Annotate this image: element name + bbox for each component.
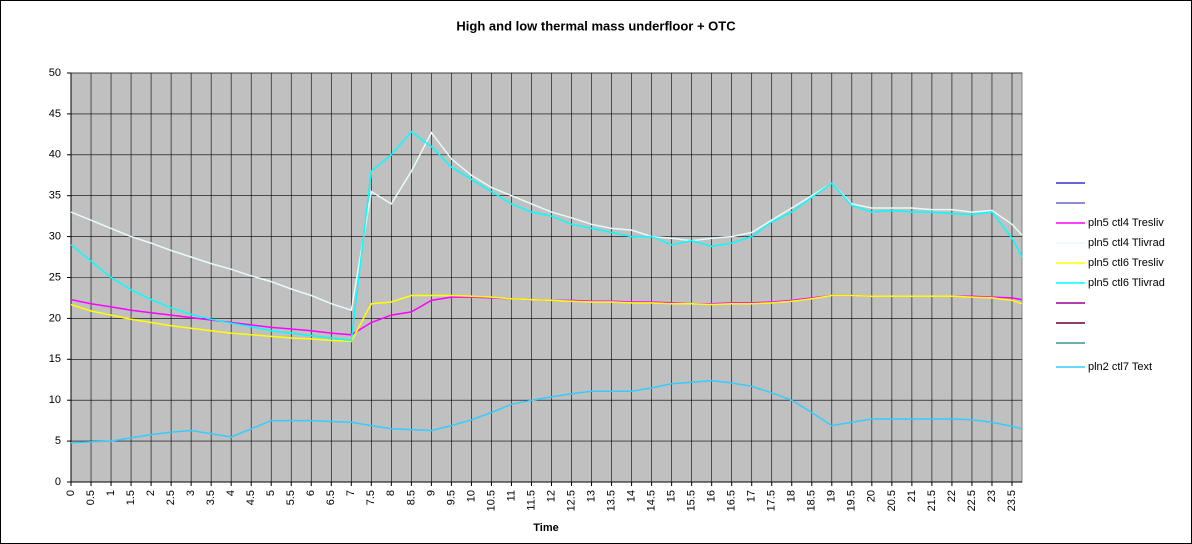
series-line [70, 379, 1023, 444]
x-tick-label: 16 [706, 490, 718, 502]
x-tick-label: 8 [385, 490, 397, 496]
x-tick-label: 7.5 [365, 490, 377, 505]
x-tick-label: 20.5 [886, 490, 898, 511]
x-tick-label: 16.5 [726, 490, 738, 511]
x-tick-label: 13 [585, 490, 597, 502]
x-tick-label: 0.5 [85, 490, 97, 505]
x-tick-label: 4.5 [245, 490, 257, 505]
x-tick-label: 12.5 [565, 490, 577, 511]
x-tick-label: 4 [225, 490, 237, 496]
y-tick-label: 5 [55, 435, 61, 447]
x-tick-label: 11 [505, 490, 517, 501]
x-tick-label: 21.5 [926, 490, 938, 511]
x-tick-label: 6 [305, 490, 317, 496]
x-tick-label: 1 [105, 490, 117, 496]
series-line [70, 131, 1023, 312]
x-tick-label: 14.5 [646, 490, 658, 511]
x-tick-label: 2 [145, 490, 157, 496]
series-line [70, 130, 1023, 342]
legend-label: pln5 ctl4 Tlivrad [1088, 237, 1165, 249]
x-tick-label: 18.5 [806, 490, 818, 511]
x-tick-label: 9.5 [445, 490, 457, 505]
x-tick-label: 10.5 [485, 490, 497, 511]
x-tick-label: 5 [265, 490, 277, 496]
y-tick-label: 35 [49, 190, 61, 202]
x-tick-label: 19.5 [846, 490, 858, 511]
legend-label: pln5 ctl6 Tlivrad [1088, 277, 1165, 289]
x-tick-label: 3.5 [205, 490, 217, 505]
x-tick-label: 5.5 [285, 490, 297, 505]
x-tick-label: 22.5 [966, 490, 978, 511]
x-axis-label: Time [533, 522, 558, 534]
x-tick-label: 7 [345, 490, 357, 496]
y-tick-label: 25 [49, 271, 61, 283]
y-tick-label: 0 [55, 476, 61, 488]
y-tick-label: 50 [49, 67, 61, 79]
x-tick-label: 14 [625, 490, 637, 502]
x-tick-label: 20 [866, 490, 878, 502]
legend-label: pln5 ctl4 Tresliv [1088, 217, 1164, 229]
y-tick-label: 10 [49, 394, 61, 406]
x-tick-label: 23 [986, 490, 998, 502]
x-tick-label: 23.5 [1006, 490, 1018, 511]
x-tick-label: 2.5 [165, 490, 177, 505]
y-tick-label: 30 [49, 231, 61, 243]
chart-title: High and low thermal mass underfloor + O… [456, 18, 736, 33]
x-tick-label: 3 [185, 490, 197, 496]
x-tick-label: 17.5 [766, 490, 778, 511]
y-tick-label: 20 [49, 312, 61, 324]
x-tick-label: 9 [425, 490, 437, 496]
x-tick-label: 15.5 [686, 490, 698, 511]
x-tick-label: 15 [666, 490, 678, 502]
x-tick-label: 8.5 [405, 490, 417, 505]
x-tick-label: 6.5 [325, 490, 337, 505]
x-tick-label: 12 [545, 490, 557, 502]
y-tick-label: 40 [49, 149, 61, 161]
y-tick-label: 15 [49, 353, 61, 365]
y-tick-label: 45 [49, 108, 61, 120]
x-tick-label: 10 [465, 490, 477, 502]
x-tick-label: 1.5 [125, 490, 137, 505]
series-line [70, 294, 1023, 343]
x-tick-label: 13.5 [605, 490, 617, 511]
x-tick-label: 21 [906, 490, 918, 502]
x-tick-label: 19 [826, 490, 838, 502]
x-tick-label: 22 [946, 490, 958, 502]
legend-label: pln2 ctl7 Text [1088, 361, 1152, 373]
x-tick-label: 11.5 [525, 490, 537, 511]
x-tick-label: 0 [65, 490, 77, 496]
legend-label: pln5 ctl6 Tresliv [1088, 257, 1164, 269]
x-tick-label: 18 [786, 490, 798, 502]
x-tick-label: 17 [746, 490, 758, 502]
